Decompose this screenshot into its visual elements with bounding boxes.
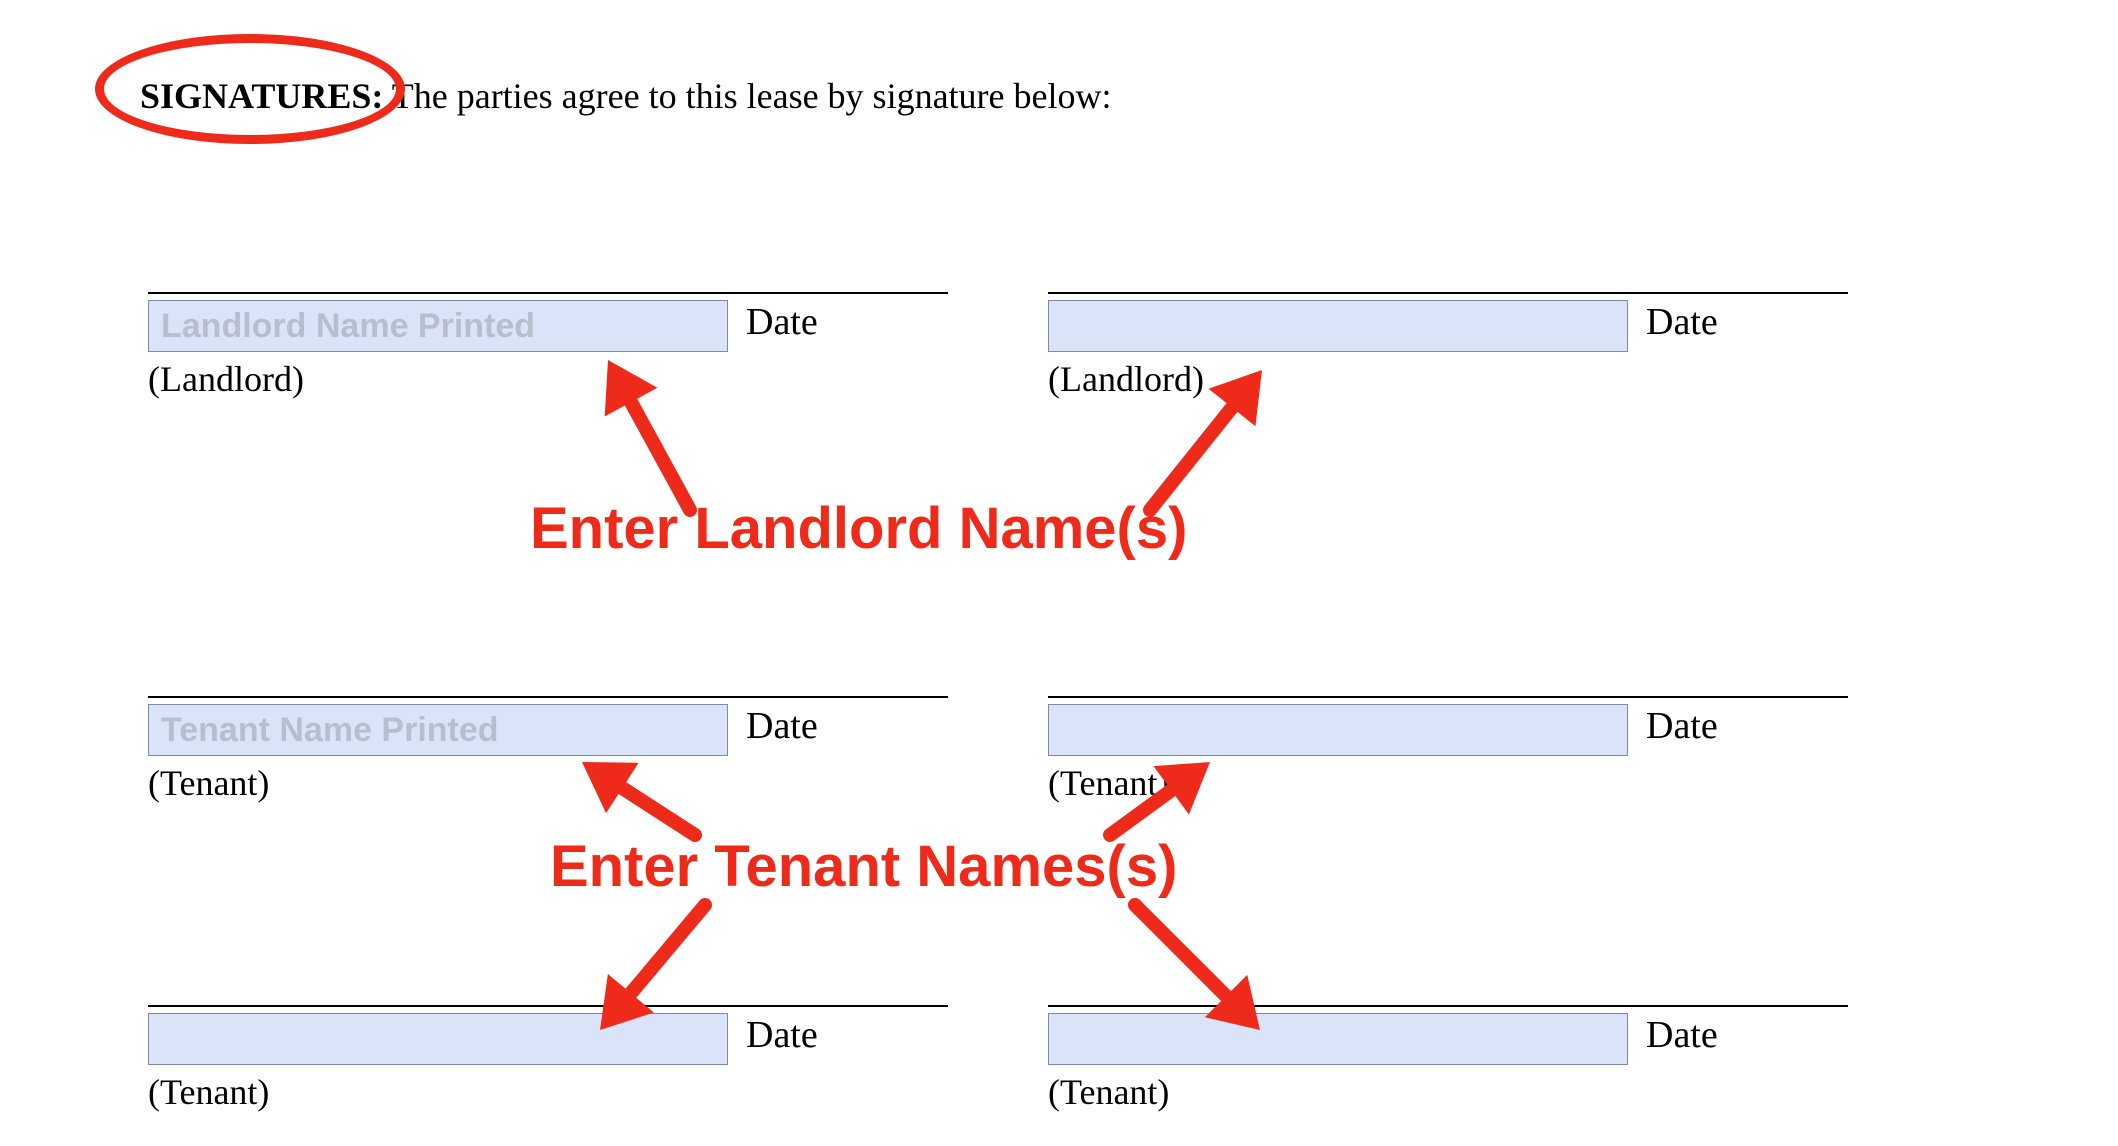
arrow-tenant-bottom-right-shaft <box>1135 905 1240 1010</box>
arrow-tenant-bottom-left-shaft <box>619 905 705 1008</box>
signature-block: Tenant Name Printed Date (Tenant) <box>148 696 948 804</box>
annotation-arrows <box>0 0 2118 1146</box>
signature-line <box>1048 696 1848 698</box>
date-label: Date <box>1646 1013 1718 1057</box>
signature-block: Date (Landlord) <box>1048 292 1848 400</box>
field-row: Date <box>1048 300 1848 352</box>
name-input[interactable] <box>148 1013 728 1065</box>
arrow-landlord-left-shaft <box>622 385 690 510</box>
signature-block: Date (Tenant) <box>1048 1005 1848 1113</box>
name-input[interactable] <box>1048 704 1628 756</box>
signatures-header: SIGNATURES: The parties agree to this le… <box>140 75 1112 117</box>
date-label: Date <box>1646 704 1718 748</box>
signature-line <box>1048 292 1848 294</box>
signature-line <box>148 696 948 698</box>
signature-line <box>148 292 948 294</box>
field-row: Date <box>1048 704 1848 756</box>
signature-line <box>148 1005 948 1007</box>
date-label: Date <box>746 300 818 344</box>
signatures-title: SIGNATURES: <box>140 76 383 116</box>
arrow-landlord-right-shaft <box>1150 392 1244 510</box>
annotation-landlord-text: Enter Landlord Name(s) <box>530 495 1187 562</box>
name-input[interactable]: Tenant Name Printed <box>148 704 728 756</box>
signature-block: Landlord Name Printed Date (Landlord) <box>148 292 948 400</box>
field-row: Landlord Name Printed Date <box>148 300 948 352</box>
role-label: (Landlord) <box>148 358 948 400</box>
role-label: (Tenant) <box>148 762 948 804</box>
role-label: (Tenant) <box>1048 1071 1848 1113</box>
signature-block: Date (Tenant) <box>1048 696 1848 804</box>
role-label: (Tenant) <box>148 1071 948 1113</box>
field-row: Date <box>148 1013 948 1065</box>
role-label: (Landlord) <box>1048 358 1848 400</box>
date-label: Date <box>746 704 818 748</box>
field-row: Tenant Name Printed Date <box>148 704 948 756</box>
annotation-tenant-text: Enter Tenant Names(s) <box>550 833 1177 900</box>
name-input[interactable]: Landlord Name Printed <box>148 300 728 352</box>
signature-block: Date (Tenant) <box>148 1005 948 1113</box>
name-input[interactable] <box>1048 300 1628 352</box>
date-label: Date <box>1646 300 1718 344</box>
field-row: Date <box>1048 1013 1848 1065</box>
date-label: Date <box>746 1013 818 1057</box>
role-label: (Tenant) <box>1048 762 1848 804</box>
signature-line <box>1048 1005 1848 1007</box>
signatures-subtitle: The parties agree to this lease by signa… <box>383 76 1111 116</box>
name-input[interactable] <box>1048 1013 1628 1065</box>
